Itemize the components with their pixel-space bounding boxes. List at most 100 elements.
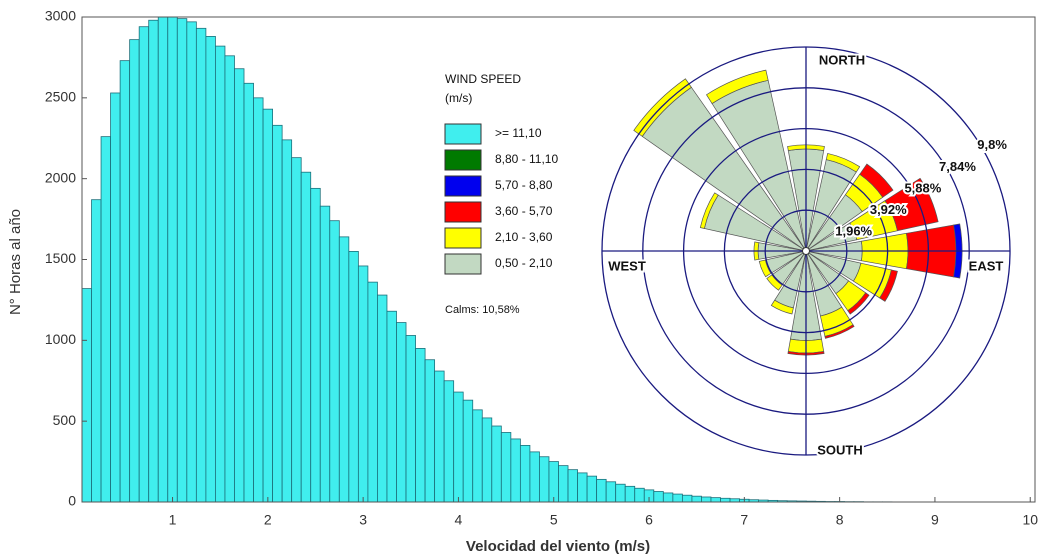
bar (367, 281, 378, 503)
bar (510, 438, 521, 503)
bar (453, 391, 464, 503)
bar (529, 451, 540, 503)
bar (377, 294, 388, 503)
bar (329, 220, 340, 503)
bar (577, 472, 588, 503)
legend-label: 5,70 - 8,80 (495, 178, 553, 192)
bar (548, 461, 559, 503)
bar (443, 380, 455, 503)
bar (624, 485, 636, 503)
legend-swatch (444, 201, 482, 223)
bar (596, 478, 607, 503)
bar (586, 475, 598, 503)
bar (243, 82, 254, 503)
wind-wedge (699, 192, 719, 229)
bar (539, 456, 550, 503)
bar (186, 21, 197, 503)
bar (338, 236, 350, 503)
y-tick-label: 3000 (45, 8, 76, 24)
legend-title: (m/s) (445, 91, 472, 105)
legend-label: 2,10 - 3,60 (495, 230, 553, 244)
bar (167, 16, 178, 503)
bar (634, 487, 645, 503)
rose-center (802, 247, 810, 255)
calms-label: Calms: 10,58% (445, 304, 520, 316)
legend-swatch (444, 149, 482, 171)
bar (224, 55, 235, 503)
bar (491, 425, 502, 503)
bar (481, 417, 493, 503)
ring-label: 7,84% (939, 159, 976, 174)
bar (205, 36, 216, 503)
bar (424, 359, 436, 503)
wind-wedge (824, 324, 855, 339)
bar (500, 432, 512, 503)
bar (81, 288, 92, 503)
bar (567, 469, 578, 503)
legend-swatch (444, 253, 482, 275)
direction-label: WEST (608, 258, 646, 273)
direction-label: NORTH (819, 52, 865, 67)
bar (662, 492, 674, 503)
legend-title: WIND SPEED (445, 72, 521, 86)
bar (281, 139, 293, 503)
bar (300, 171, 312, 503)
y-axis-label: N° Horas al año (7, 209, 24, 315)
wind-wedge (884, 177, 939, 232)
bar (357, 265, 369, 503)
bar (348, 251, 359, 503)
wind-wedge (879, 269, 898, 302)
ring-label: 9,8% (977, 137, 1007, 152)
ring-label: 5,88% (904, 180, 941, 195)
x-tick-label: 4 (455, 512, 463, 528)
x-tick-label: 8 (836, 512, 844, 528)
x-tick-label: 3 (359, 512, 367, 528)
y-tick-label: 0 (68, 493, 76, 509)
x-tick-label: 9 (931, 512, 939, 528)
y-tick-label: 1000 (45, 331, 76, 347)
wind-wedge (825, 153, 861, 173)
legend-swatch (444, 227, 482, 249)
bar (234, 68, 245, 503)
bar (519, 445, 531, 503)
bar (262, 108, 274, 503)
x-tick-label: 6 (645, 512, 653, 528)
y-tick-label: 1500 (45, 250, 76, 266)
bar (434, 370, 445, 503)
x-tick-label: 7 (740, 512, 748, 528)
bar (701, 496, 712, 503)
bar (462, 399, 474, 503)
legend-label: >= 11,10 (495, 126, 542, 140)
bar (91, 199, 102, 503)
legend-swatch (444, 175, 482, 197)
x-tick-label: 1 (169, 512, 177, 528)
bar (253, 97, 264, 503)
wind-wedge (847, 292, 870, 315)
bar (110, 92, 121, 503)
bar (605, 481, 617, 503)
bar (310, 187, 321, 503)
bar (615, 483, 626, 503)
bar (157, 16, 169, 503)
wind-wedge (705, 69, 769, 105)
bar (148, 19, 159, 503)
y-tick-label: 2000 (45, 169, 76, 185)
wind-wedge (770, 299, 794, 315)
bar (653, 491, 664, 503)
wind-wedge (859, 163, 894, 198)
bar (119, 60, 131, 503)
wind-wedge (758, 259, 772, 278)
x-tick-label: 2 (264, 512, 272, 528)
bar (138, 26, 150, 503)
ring-label: 1,96% (835, 224, 872, 239)
wind-wedge (766, 274, 783, 291)
bar (129, 39, 140, 503)
y-tick-label: 2500 (45, 89, 76, 105)
bar (291, 157, 302, 503)
bar (672, 493, 683, 503)
x-axis-label: Velocidad del viento (m/s) (466, 538, 650, 555)
bar (319, 205, 331, 503)
legend-label: 0,50 - 2,10 (495, 256, 553, 270)
bar (405, 335, 416, 503)
